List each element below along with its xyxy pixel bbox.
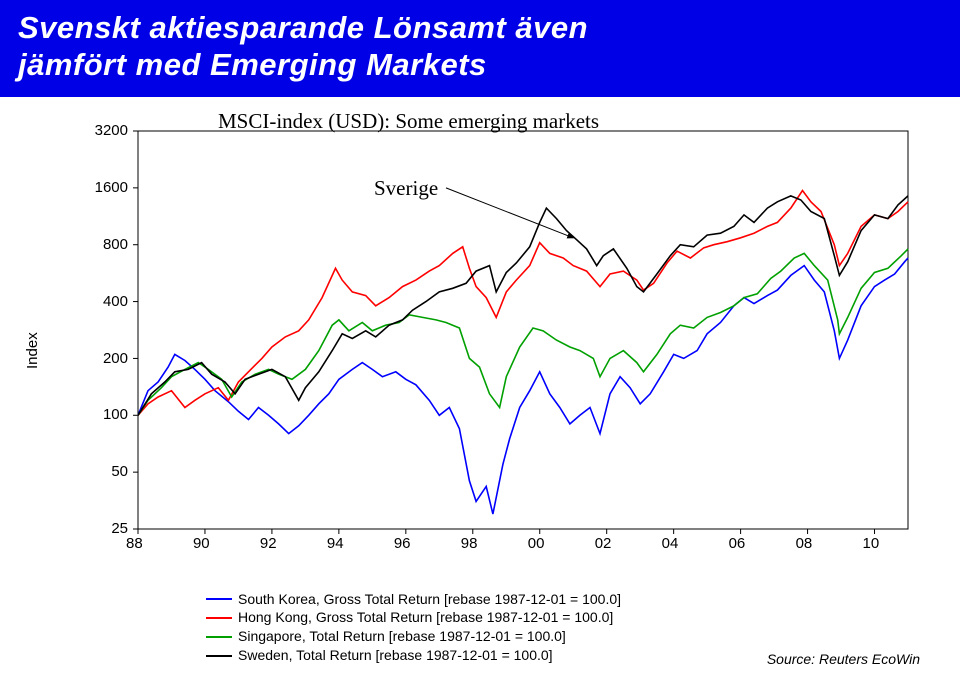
legend-swatch (206, 655, 232, 657)
slide-header: Svenskt aktiesparande Lönsamt även jämfö… (0, 0, 960, 97)
legend-item: Sweden, Total Return [rebase 1987-12-01 … (206, 646, 621, 665)
chart-source: Source: Reuters EcoWin (767, 651, 920, 667)
legend-swatch (206, 636, 232, 638)
line-chart (18, 109, 928, 559)
annotation-sverige: Sverige (374, 176, 438, 201)
legend-label: South Korea, Gross Total Return [rebase … (238, 590, 621, 609)
chart-container: MSCI-index (USD): Some emerging markets … (18, 109, 942, 669)
title-line-1: Svenskt aktiesparande Lönsamt även (18, 10, 588, 45)
chart-legend: South Korea, Gross Total Return [rebase … (206, 590, 621, 666)
legend-item: Hong Kong, Gross Total Return [rebase 19… (206, 608, 621, 627)
legend-label: Sweden, Total Return [rebase 1987-12-01 … (238, 646, 553, 665)
legend-label: Hong Kong, Gross Total Return [rebase 19… (238, 608, 613, 627)
title-line-2: jämfört med Emerging Markets (18, 47, 487, 82)
legend-swatch (206, 598, 232, 600)
legend-item: Singapore, Total Return [rebase 1987-12-… (206, 627, 621, 646)
legend-label: Singapore, Total Return [rebase 1987-12-… (238, 627, 566, 646)
slide-title: Svenskt aktiesparande Lönsamt även jämfö… (18, 10, 942, 83)
legend-swatch (206, 617, 232, 619)
legend-item: South Korea, Gross Total Return [rebase … (206, 590, 621, 609)
